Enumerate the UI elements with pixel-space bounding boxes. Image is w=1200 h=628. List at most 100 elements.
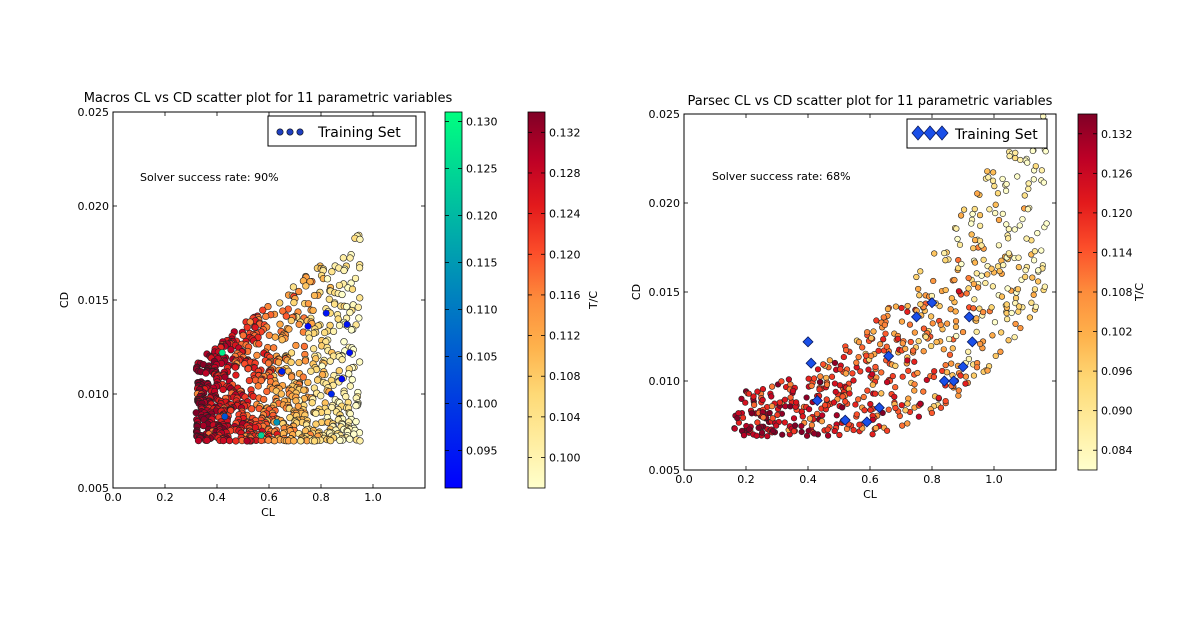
sample-point <box>1038 247 1045 254</box>
sample-point <box>328 268 336 276</box>
parsec-solver-rate: Solver success rate: 68% <box>712 170 851 183</box>
sample-point <box>863 352 870 359</box>
sample-point <box>898 304 905 312</box>
sample-point <box>285 325 293 333</box>
x-tick-label: 0.4 <box>799 473 817 486</box>
sample-point <box>955 288 963 295</box>
sample-point <box>899 340 906 347</box>
sample-point <box>986 206 993 213</box>
sample-point <box>290 437 298 445</box>
sample-point <box>855 339 863 346</box>
sample-point <box>968 231 975 238</box>
sample-point <box>831 380 839 387</box>
sample-point <box>832 388 839 395</box>
sample-point <box>1034 278 1042 285</box>
legend-dot <box>296 128 304 136</box>
sample-point <box>321 329 329 337</box>
sample-point <box>295 320 303 328</box>
sample-point <box>990 169 997 176</box>
sample-point <box>769 427 777 435</box>
sample-point <box>287 349 296 357</box>
sample-point <box>1031 286 1039 293</box>
sample-point <box>219 385 227 394</box>
sample-point <box>955 387 962 394</box>
sample-point <box>246 318 254 326</box>
macros-axis-ticks: 0.0 0.2 0.4 0.6 0.8 1.0 0.005 0.010 0.015 0.020 0.… <box>78 106 425 504</box>
colorbar-tick-label: 0.100 <box>466 397 498 410</box>
sample-point <box>963 290 970 297</box>
sample-point <box>970 305 977 312</box>
sample-point <box>1012 320 1019 328</box>
sample-point <box>340 338 348 346</box>
sample-point <box>310 291 319 300</box>
sample-point <box>1029 147 1036 155</box>
sample-point <box>1000 262 1007 269</box>
sample-point <box>335 281 344 290</box>
sample-point <box>861 407 868 414</box>
colorbar-tick-label: 0.084 <box>1101 444 1133 457</box>
sample-point <box>849 370 856 377</box>
sample-point <box>351 274 360 283</box>
macros-x-axis-label: CL <box>261 506 276 519</box>
sample-point <box>798 428 805 436</box>
sample-point <box>323 275 332 283</box>
sample-point <box>872 424 879 432</box>
sample-point <box>356 358 364 366</box>
sample-point <box>793 399 800 406</box>
sample-point <box>759 396 766 404</box>
sample-point <box>980 256 987 263</box>
sample-point <box>313 376 322 384</box>
sample-point <box>952 308 959 315</box>
sample-point <box>346 382 354 390</box>
training-point <box>322 309 330 317</box>
sample-point <box>305 334 313 342</box>
y-tick-label: 0.025 <box>78 106 110 119</box>
sample-point <box>995 242 1002 249</box>
sample-point <box>954 235 961 243</box>
sample-point <box>973 328 980 335</box>
sample-point <box>942 286 949 294</box>
sample-point <box>202 369 210 377</box>
sample-point <box>824 432 832 439</box>
sample-point <box>976 340 984 348</box>
colorbar-tick-label: 0.100 <box>549 452 581 465</box>
sample-point <box>781 419 788 426</box>
sample-point <box>232 437 240 445</box>
sample-point <box>355 314 363 322</box>
sample-point <box>270 437 279 445</box>
colorbar-winter-gradient <box>444 111 463 489</box>
colorbar-tick-label: 0.125 <box>466 162 498 175</box>
sample-point <box>338 290 346 299</box>
sample-point <box>1015 264 1022 271</box>
sample-point <box>787 394 794 401</box>
sample-point <box>998 329 1005 336</box>
sample-point <box>928 342 935 350</box>
sample-point <box>194 437 203 445</box>
training-point <box>343 320 351 328</box>
sample-point <box>927 313 935 320</box>
x-tick-label: 1.0 <box>364 491 382 504</box>
sample-point <box>883 343 890 350</box>
legend-diamond <box>923 125 937 141</box>
sample-point <box>904 357 911 364</box>
sample-point <box>842 347 850 354</box>
macros-colorbar-label: T/C <box>587 291 600 310</box>
parsec-legend: Training Set <box>906 118 1048 149</box>
sample-point <box>779 431 786 438</box>
sample-point <box>248 405 256 413</box>
parsec-colorbar-ticks: 0.084 0.090 0.096 0.102 0.108 0.114 0.120 0.126… <box>1078 128 1133 457</box>
sample-point <box>956 241 964 248</box>
sample-point <box>792 422 799 429</box>
sample-point <box>1025 180 1032 187</box>
sample-point <box>329 327 338 336</box>
sample-point <box>1024 159 1031 166</box>
sample-point <box>1026 314 1034 321</box>
sample-point <box>870 328 877 335</box>
sample-point <box>891 393 898 400</box>
sample-point <box>805 375 812 382</box>
sample-point <box>864 329 871 336</box>
sample-point <box>274 358 283 366</box>
sample-point <box>855 353 862 361</box>
sample-point <box>253 351 261 359</box>
